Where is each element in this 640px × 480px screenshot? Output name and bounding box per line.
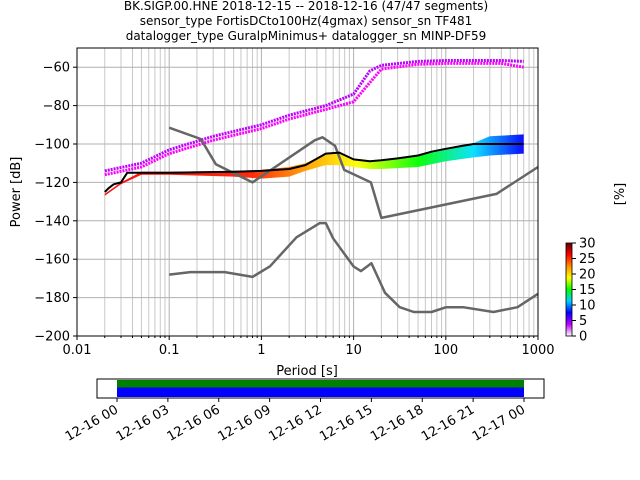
y-tick-label: −140 (34, 214, 70, 229)
colorbar-tick-label: 0 (579, 330, 587, 345)
timeline-tick-label: 12-16 09 (216, 402, 274, 444)
series-lines (104, 126, 539, 314)
timeline-tick-label: 12-16 12 (266, 402, 324, 444)
plot-frame (76, 47, 539, 337)
x-tick-label: 0.1 (159, 343, 180, 358)
series-noise-model-low (169, 221, 539, 314)
x-axis-label: Period [s] (276, 364, 338, 379)
pdf-band-middle-band (104, 61, 524, 177)
timeline-tick-label: 12-17 00 (470, 402, 528, 444)
y-tick-label: −100 (34, 138, 70, 153)
colorbar-label: [%] (613, 183, 628, 206)
colorbar-tick-label: 15 (579, 283, 596, 298)
timeline-tick-label: 12-16 00 (63, 402, 121, 444)
plot-area (77, 48, 538, 336)
x-tick-label: 10 (345, 343, 362, 358)
y-tick-label: −60 (43, 61, 70, 76)
colorbar-tick-label: 25 (579, 252, 596, 267)
x-tick-label: 100 (433, 343, 458, 358)
chart-title-line-2: sensor_type FortisDCto100Hz(4gmax) senso… (140, 14, 472, 28)
pdf-bands (104, 59, 524, 196)
timeline-tick-label: 12-16 15 (317, 402, 375, 444)
y-tick-label: −160 (34, 253, 70, 268)
x-tick-label: 0.01 (63, 343, 92, 358)
timeline-tick-label: 12-16 06 (165, 402, 223, 444)
colorbar-tick-label: 20 (579, 268, 596, 283)
timeline-coverage-bottom (117, 387, 524, 397)
x-tick-label: 1 (257, 343, 265, 358)
pdf-band-upper-band (104, 59, 524, 173)
timeline-tick-label: 12-16 21 (419, 402, 477, 444)
series-mode (104, 143, 524, 193)
y-axis-label: Power [dB] (9, 157, 24, 228)
y-tick-label: −180 (34, 291, 70, 306)
timeline-coverage-top (117, 380, 524, 388)
colorbar-tick-label: 30 (579, 237, 596, 252)
timeline-tick-label: 12-16 18 (368, 402, 426, 444)
y-tick-label: −80 (43, 99, 70, 114)
timeline-tick-label: 12-16 03 (114, 402, 172, 444)
axis-ticks: 0.01 0.1 1 10 100 1000 −200 −180 −160 −140 −120 −10… (34, 61, 554, 358)
x-tick-label: 1000 (521, 343, 554, 358)
chart-title-line-1: BK.SIGP.00.HNE 2018-12-15 -- 2018-12-16 … (124, 0, 488, 13)
colorbar-tick-label: 5 (579, 314, 587, 329)
chart-title-line-3: datalogger_type GuralpMinimus+ datalogge… (126, 29, 487, 43)
y-tick-label: −200 (34, 330, 70, 345)
series-noise-model-high (168, 126, 539, 220)
colorbar-gradient (565, 242, 573, 337)
y-tick-label: −120 (34, 176, 70, 191)
colorbar-tick-label: 10 (579, 299, 596, 314)
pdf-band-main (104, 134, 524, 196)
